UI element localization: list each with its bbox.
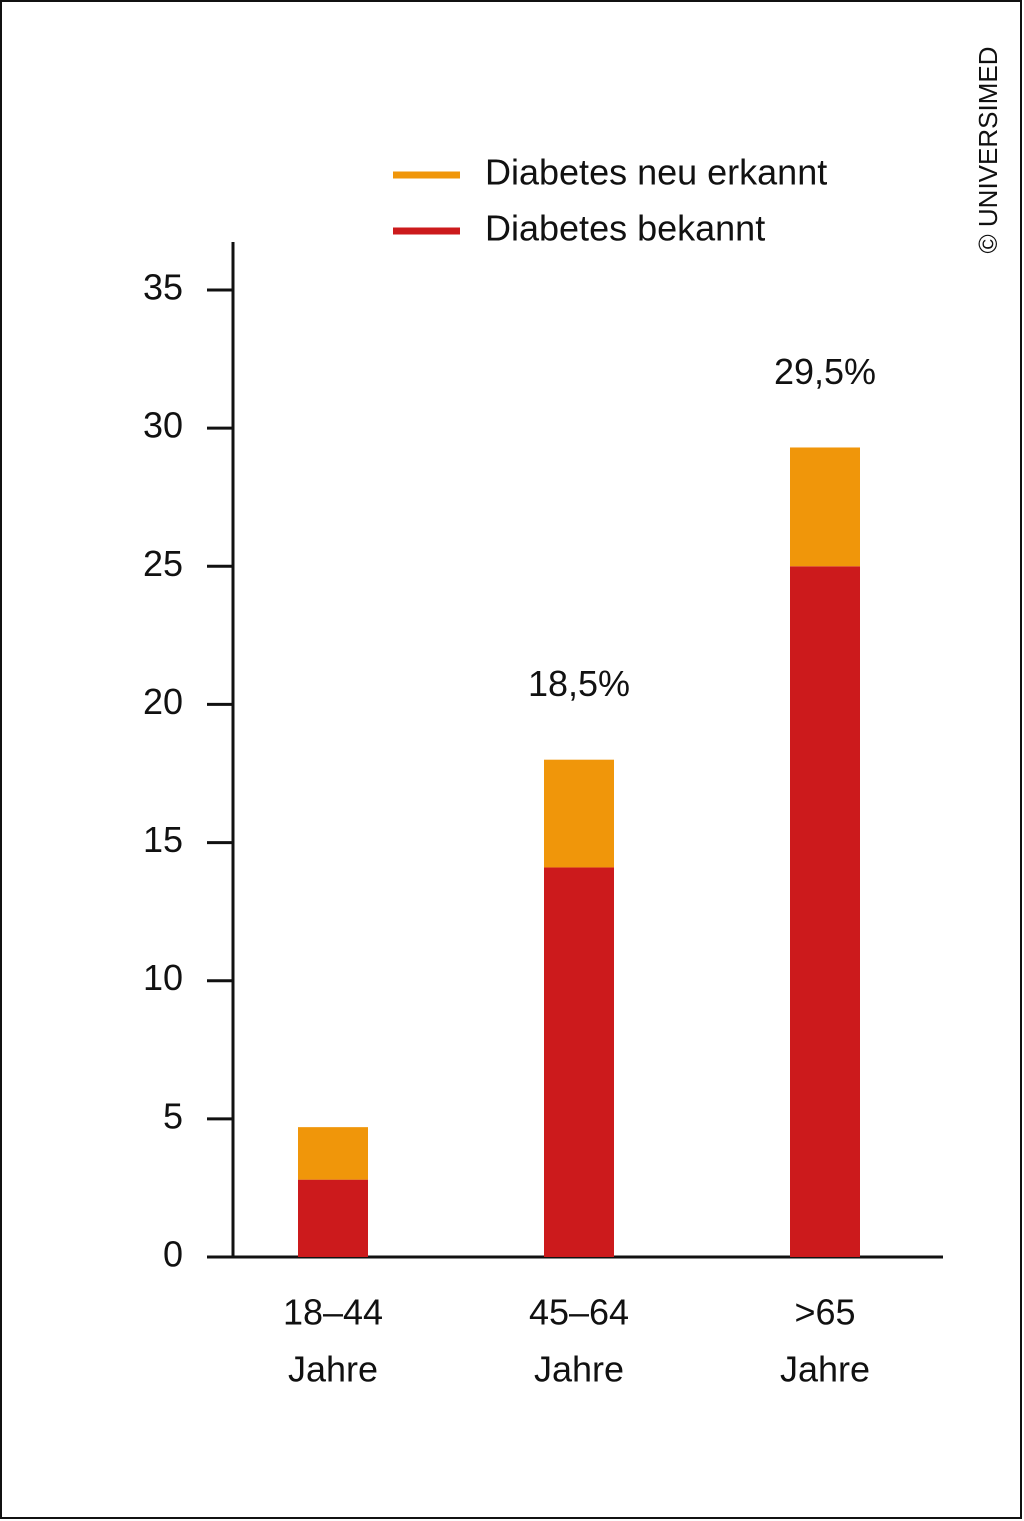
y-tick-label: 35: [143, 267, 183, 308]
y-tick-label: 5: [163, 1095, 183, 1136]
legend-label: Diabetes neu erkannt: [485, 152, 827, 193]
y-tick-label: 25: [143, 543, 183, 584]
y-tick-label: 20: [143, 681, 183, 722]
bar-segment: [544, 867, 614, 1257]
bar-segment: [790, 447, 860, 567]
x-tick-label: Jahre: [780, 1349, 870, 1390]
x-tick-label: Jahre: [288, 1349, 378, 1390]
x-tick-label: >65: [794, 1292, 855, 1333]
y-tick-label: 0: [163, 1234, 183, 1275]
total-label: 18,5%: [528, 663, 630, 704]
y-tick-label: 30: [143, 405, 183, 446]
x-tick-label: 45–64: [529, 1292, 629, 1333]
y-tick-label: 10: [143, 957, 183, 998]
bar-segment: [790, 566, 860, 1257]
x-tick-label: 18–44: [283, 1292, 383, 1333]
bar-segment: [298, 1179, 368, 1257]
y-tick-label: 15: [143, 819, 183, 860]
bar-segment: [544, 759, 614, 868]
bar-segment: [298, 1127, 368, 1180]
x-tick-label: Jahre: [534, 1349, 624, 1390]
legend-label: Diabetes bekannt: [485, 208, 765, 249]
copyright: © UNIVERSIMED: [973, 47, 1003, 254]
total-label: 29,5%: [774, 351, 876, 392]
